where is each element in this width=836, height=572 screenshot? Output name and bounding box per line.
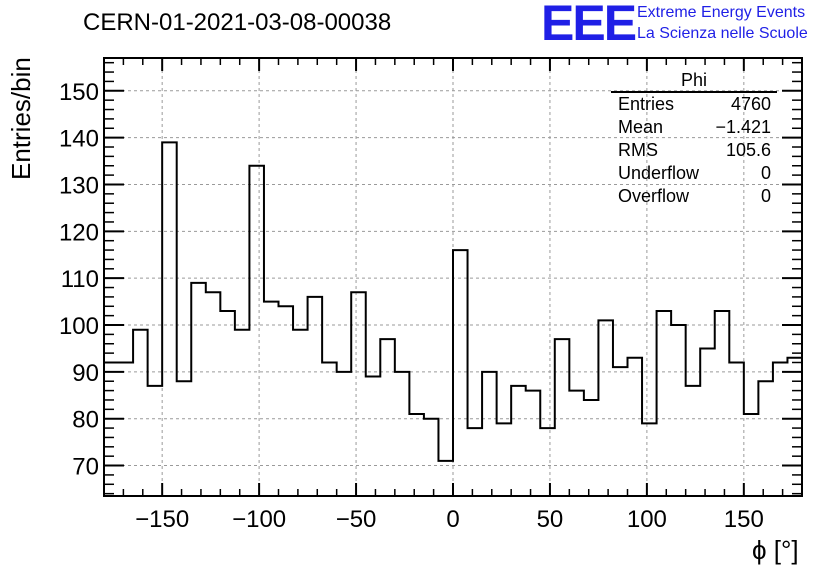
histogram-bin — [453, 250, 468, 496]
histogram-bin — [366, 377, 381, 496]
x-tick-label: 50 — [537, 506, 564, 533]
histogram-bin — [104, 362, 119, 496]
histogram-bin — [482, 372, 497, 496]
histogram-bin — [715, 311, 730, 496]
histogram-bin — [293, 330, 308, 496]
histogram-bin — [162, 142, 177, 496]
stats-value: 0 — [760, 163, 771, 183]
y-tick-label: 110 — [61, 266, 99, 293]
stats-box-name: Phi — [611, 70, 777, 93]
stats-value: −1.421 — [715, 117, 771, 137]
stats-label: Overflow — [618, 186, 690, 206]
histogram-bin — [584, 400, 599, 496]
logo-caption-line1: Extreme Energy Events — [637, 4, 806, 21]
histogram-bin — [220, 311, 235, 496]
histogram-bin — [773, 362, 788, 496]
stats-value: 0 — [760, 186, 771, 206]
histogram-bin — [235, 330, 250, 496]
x-axis-label: ϕ [°] — [752, 535, 799, 565]
histogram-bin — [191, 283, 206, 496]
stats-row-underflow: Underflow 0 — [611, 162, 777, 185]
stats-row-mean: Mean −1.421 — [611, 116, 777, 139]
histogram-bin — [206, 292, 221, 496]
histogram-bin — [177, 381, 192, 496]
y-tick-label: 150 — [59, 79, 99, 106]
histogram-bin — [628, 358, 643, 496]
y-tick-label: 80 — [72, 407, 99, 434]
chart-title: CERN-01-2021-03-08-00038 — [83, 9, 392, 36]
y-tick-label: 100 — [59, 313, 99, 340]
stats-label: Entries — [618, 94, 675, 114]
histogram-bin — [598, 320, 613, 496]
y-tick-label: 120 — [59, 219, 99, 246]
histogram-bin — [729, 362, 744, 496]
histogram-bin — [337, 372, 352, 496]
stats-label: Underflow — [618, 163, 700, 183]
y-tick-label: 90 — [72, 360, 99, 387]
histogram-bin — [308, 297, 323, 496]
histogram-bin — [279, 306, 294, 496]
x-tick-label: 100 — [627, 506, 667, 533]
stats-row-rms: RMS 105.6 — [611, 139, 777, 162]
stats-value: 4760 — [730, 94, 771, 114]
histogram-bin — [322, 362, 337, 496]
histogram-bin — [758, 381, 773, 496]
histogram-bin — [380, 339, 395, 496]
stats-box: Phi Entries 4760 Mean −1.421 RMS 105.6 U… — [611, 70, 777, 208]
histogram-bin — [511, 386, 526, 496]
x-tick-label: −150 — [135, 506, 189, 533]
histogram-bin — [249, 166, 264, 496]
stats-value: 105.6 — [725, 140, 771, 160]
histogram-bin — [540, 428, 555, 496]
histogram-bin — [686, 386, 701, 496]
stats-label: Mean — [618, 117, 664, 137]
histogram-bin — [555, 339, 570, 496]
histogram-bin — [526, 391, 541, 496]
logo-caption-line2: La Scienza nelle Scuole — [637, 25, 808, 42]
x-tick-label: 0 — [446, 506, 459, 533]
histogram-bin — [642, 423, 657, 496]
y-axis-label: Entries/bin — [6, 57, 36, 180]
y-tick-label: 130 — [59, 172, 99, 199]
histogram-bin — [497, 423, 512, 496]
x-tick-label: 150 — [724, 506, 764, 533]
histogram-bin — [438, 461, 453, 496]
histogram-bin — [613, 367, 628, 496]
histogram-outline — [104, 141, 802, 462]
histogram-bin — [395, 372, 410, 496]
histogram-bin — [569, 391, 584, 496]
stats-row-overflow: Overflow 0 — [611, 185, 777, 208]
histogram-bin — [744, 414, 759, 496]
y-tick-label: 70 — [72, 454, 99, 481]
histogram-bin — [671, 325, 686, 496]
eee-logo: EEE — [541, 0, 637, 51]
histogram-bin — [424, 419, 439, 496]
stats-row-entries: Entries 4760 — [611, 93, 777, 116]
x-tick-label: −100 — [232, 506, 286, 533]
histogram-bin — [148, 386, 163, 496]
histogram-bin — [351, 292, 366, 496]
histogram-bin — [468, 428, 483, 496]
histogram-bin — [409, 414, 424, 496]
histogram-bin — [264, 302, 279, 496]
histogram-bin — [657, 311, 672, 496]
x-tick-label: −50 — [336, 506, 377, 533]
histogram-bin — [133, 330, 148, 496]
histogram-bin — [119, 362, 134, 496]
histogram-bin — [700, 348, 715, 496]
y-tick-label: 140 — [59, 126, 99, 153]
stats-label: RMS — [618, 140, 658, 160]
